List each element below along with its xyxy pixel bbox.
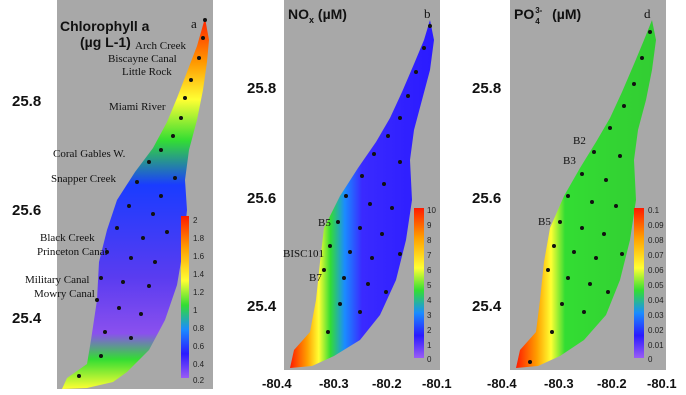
station-dots [322, 24, 432, 334]
site-label: B5 [538, 216, 551, 228]
y-tick-label: 25.4 [472, 298, 502, 315]
phosphate-title-subscript: 4 [535, 17, 540, 26]
colorbar-tick: 10 [427, 206, 436, 215]
site-label: Coral Gables W. [53, 148, 126, 160]
site-label: Black Creek [40, 232, 95, 244]
phosphate-title-superscript: 3- [535, 6, 543, 15]
colorbar-tick: 5 [427, 281, 432, 290]
site-label: Miami River [109, 101, 166, 113]
bay-water-field [290, 20, 434, 368]
panel-letter-d: d [644, 6, 651, 21]
colorbar-tick: 0.07 [648, 251, 664, 260]
colorbar-tick: 0.06 [648, 266, 664, 275]
colorbar-tick: 3 [427, 311, 432, 320]
chlorophyll-title: Chlorophyll a (µg L-1) [60, 18, 149, 50]
x-tick-label: -80.3 [319, 376, 349, 391]
site-label: Mowry Canal [34, 288, 95, 300]
colorbar-tick: 0.8 [193, 324, 205, 333]
y-tick-label: 25.4 [12, 310, 42, 327]
y-tick-label: 25.8 [247, 80, 277, 97]
colorbar-tick: 1 [427, 341, 432, 350]
chlorophyll-title-line2: (µg L-1) [80, 34, 131, 50]
colorbar-tick: 1 [193, 306, 198, 315]
chlorophyll-map [57, 0, 213, 389]
chlorophyll-title-line1: Chlorophyll a [60, 18, 150, 34]
colorbar-tick: 0.08 [648, 236, 664, 245]
site-label: B2 [573, 135, 586, 147]
y-tick-label: 25.6 [472, 190, 502, 207]
site-label: BISC101 [283, 248, 324, 260]
panel-phosphate: PO 3- 4 (µM) d [510, 0, 666, 370]
site-label: B7 [309, 272, 322, 284]
station-dots [528, 30, 652, 364]
colorbar-tick: 8 [427, 236, 432, 245]
site-label: Arch Creek [135, 40, 187, 52]
colorbar-tick: 1.4 [193, 270, 205, 279]
colorbar-tick: 0.6 [193, 342, 205, 351]
nox-title-unit: (µM) [314, 6, 347, 22]
site-label: Snapper Creek [51, 173, 117, 185]
nox-title-subscript: x [309, 14, 315, 25]
y-tick-label: 25.4 [247, 298, 277, 315]
x-tick-label: -80.1 [422, 376, 452, 391]
colorbar-tick: 0.09 [648, 221, 664, 230]
panel-letter-b: b [424, 6, 431, 21]
colorbar-tick: 7 [427, 251, 432, 260]
y-tick-label: 25.6 [247, 190, 277, 207]
phosphate-title-main: PO [514, 6, 535, 22]
colorbar-tick: 9 [427, 221, 432, 230]
colorbar-tick: 4 [427, 296, 432, 305]
colorbar-tick: 0.4 [193, 360, 205, 369]
y-tick-label: 25.8 [12, 93, 42, 110]
x-tick-label: -80.4 [262, 376, 292, 391]
colorbar-tick: 0.1 [648, 206, 660, 215]
phosphate-title-unit: (µM) [548, 6, 582, 22]
colorbar-tick: 2 [427, 326, 432, 335]
site-label: Princeton Canal [37, 246, 108, 258]
y-tick-label: 25.6 [12, 202, 42, 219]
x-tick-label: -80.2 [597, 376, 627, 391]
colorbar-tick: 0.03 [648, 311, 664, 320]
colorbar-tick: 0.2 [193, 376, 205, 385]
colorbar-tick: 0.04 [648, 296, 664, 305]
chlorophyll-colorbar [181, 216, 189, 378]
site-label: Biscayne Canal [108, 53, 177, 65]
site-label: B5 [318, 217, 331, 229]
bay-water-field [516, 20, 656, 368]
panel-nox: NOx (µM) b [284, 0, 440, 370]
site-label: B3 [563, 155, 576, 167]
x-tick-label: -80.4 [487, 376, 517, 391]
nox-colorbar [414, 208, 424, 358]
x-tick-label: -80.2 [372, 376, 402, 391]
nox-title: NOx (µM) [288, 6, 347, 28]
colorbar-tick: 0 [648, 355, 653, 364]
bay-water-field [62, 18, 209, 389]
site-label: Little Rock [122, 66, 172, 78]
colorbar-tick: 1.6 [193, 252, 205, 261]
colorbar-tick: 1.8 [193, 234, 205, 243]
colorbar-tick: 0.05 [648, 281, 664, 290]
colorbar-tick: 6 [427, 266, 432, 275]
phosphate-title: PO 3- 4 (µM) [514, 6, 582, 26]
panel-letter-a: a [191, 16, 197, 31]
colorbar-tick: 0.01 [648, 341, 664, 350]
x-tick-label: -80.1 [647, 376, 677, 391]
station-dots [77, 18, 207, 378]
nox-map [284, 0, 440, 370]
x-tick-label: -80.3 [544, 376, 574, 391]
colorbar-tick: 0.02 [648, 326, 664, 335]
y-tick-label: 25.8 [472, 80, 502, 97]
phosphate-colorbar [634, 208, 644, 358]
nox-title-main: NO [288, 6, 309, 22]
colorbar-tick: 0 [427, 355, 432, 364]
colorbar-tick: 2 [193, 216, 198, 225]
phosphate-map [510, 0, 666, 370]
phosphate-title-scripts: 3- 4 [534, 6, 548, 26]
colorbar-tick: 1.2 [193, 288, 205, 297]
panel-chlorophyll: Chlorophyll a (µg L-1) a [57, 0, 213, 389]
site-label: Military Canal [25, 274, 90, 286]
